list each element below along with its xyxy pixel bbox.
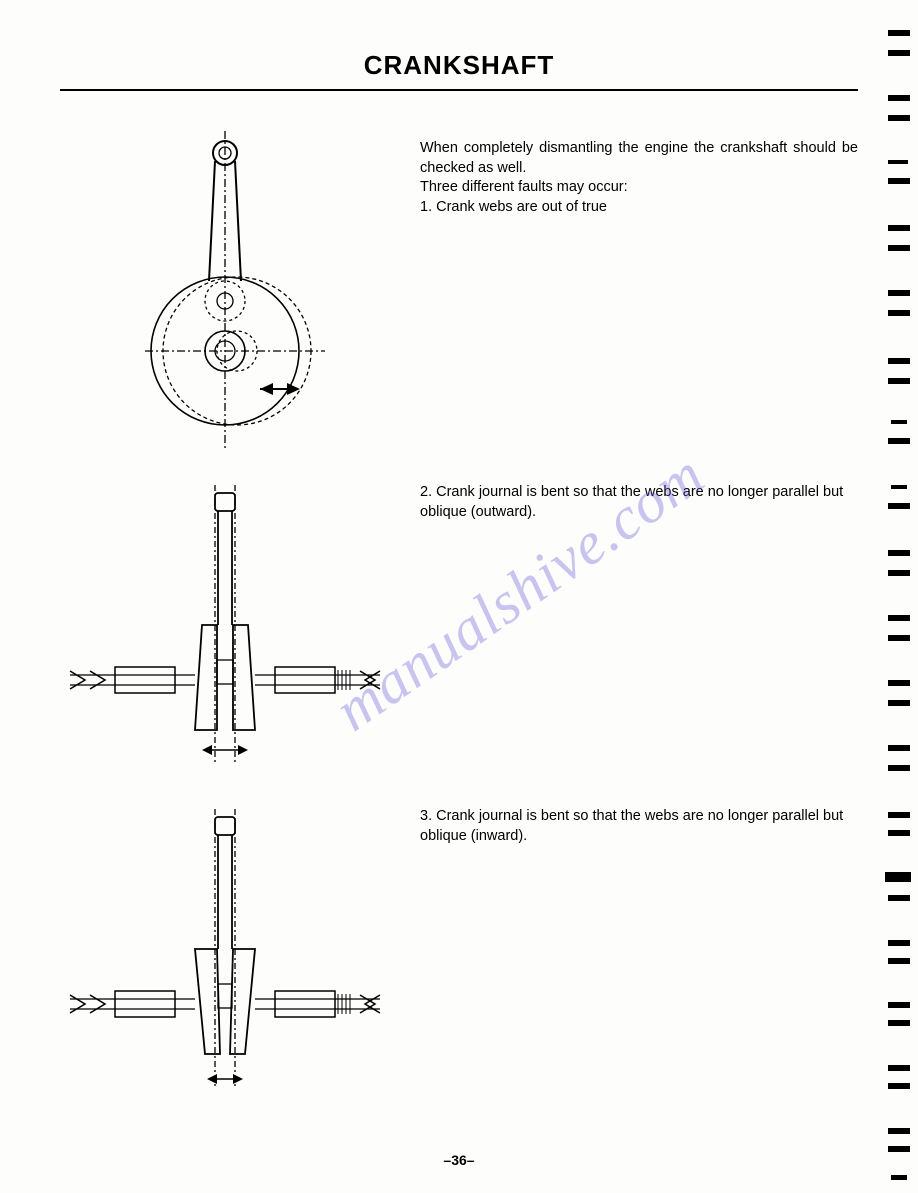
page-title: CRANKSHAFT xyxy=(60,50,858,89)
page-number: –36– xyxy=(0,1152,918,1168)
title-underline xyxy=(60,89,858,91)
diagram-2-container xyxy=(60,475,390,775)
fault-1: 1. Crank webs are out of true xyxy=(420,198,858,218)
section-2-text: 2. Crank journal is bent so that the web… xyxy=(390,475,858,522)
diagram-3-container xyxy=(60,799,390,1099)
spiral-binding xyxy=(873,0,918,1188)
crank-inward-diagram-icon xyxy=(60,799,390,1099)
document-page: CRANKSHAFT xyxy=(0,0,918,1188)
section-3-text: 3. Crank journal is bent so that the web… xyxy=(390,799,858,846)
section-2: 2. Crank journal is bent so that the web… xyxy=(60,475,858,775)
crank-outward-diagram-icon xyxy=(60,475,390,775)
crank-web-diagram-icon xyxy=(125,131,325,451)
fault-3: 3. Crank journal is bent so that the web… xyxy=(420,807,858,846)
fault-2: 2. Crank journal is bent so that the web… xyxy=(420,483,858,522)
section-3: 3. Crank journal is bent so that the web… xyxy=(60,799,858,1099)
intro-p1: When completely dismantling the engine t… xyxy=(420,139,858,178)
binding-marks-icon xyxy=(873,0,918,1188)
diagram-1-container xyxy=(60,131,390,451)
section-1: When completely dismantling the engine t… xyxy=(60,131,858,451)
section-1-text: When completely dismantling the engine t… xyxy=(390,131,858,217)
intro-p2: Three different faults may occur: xyxy=(420,178,858,198)
